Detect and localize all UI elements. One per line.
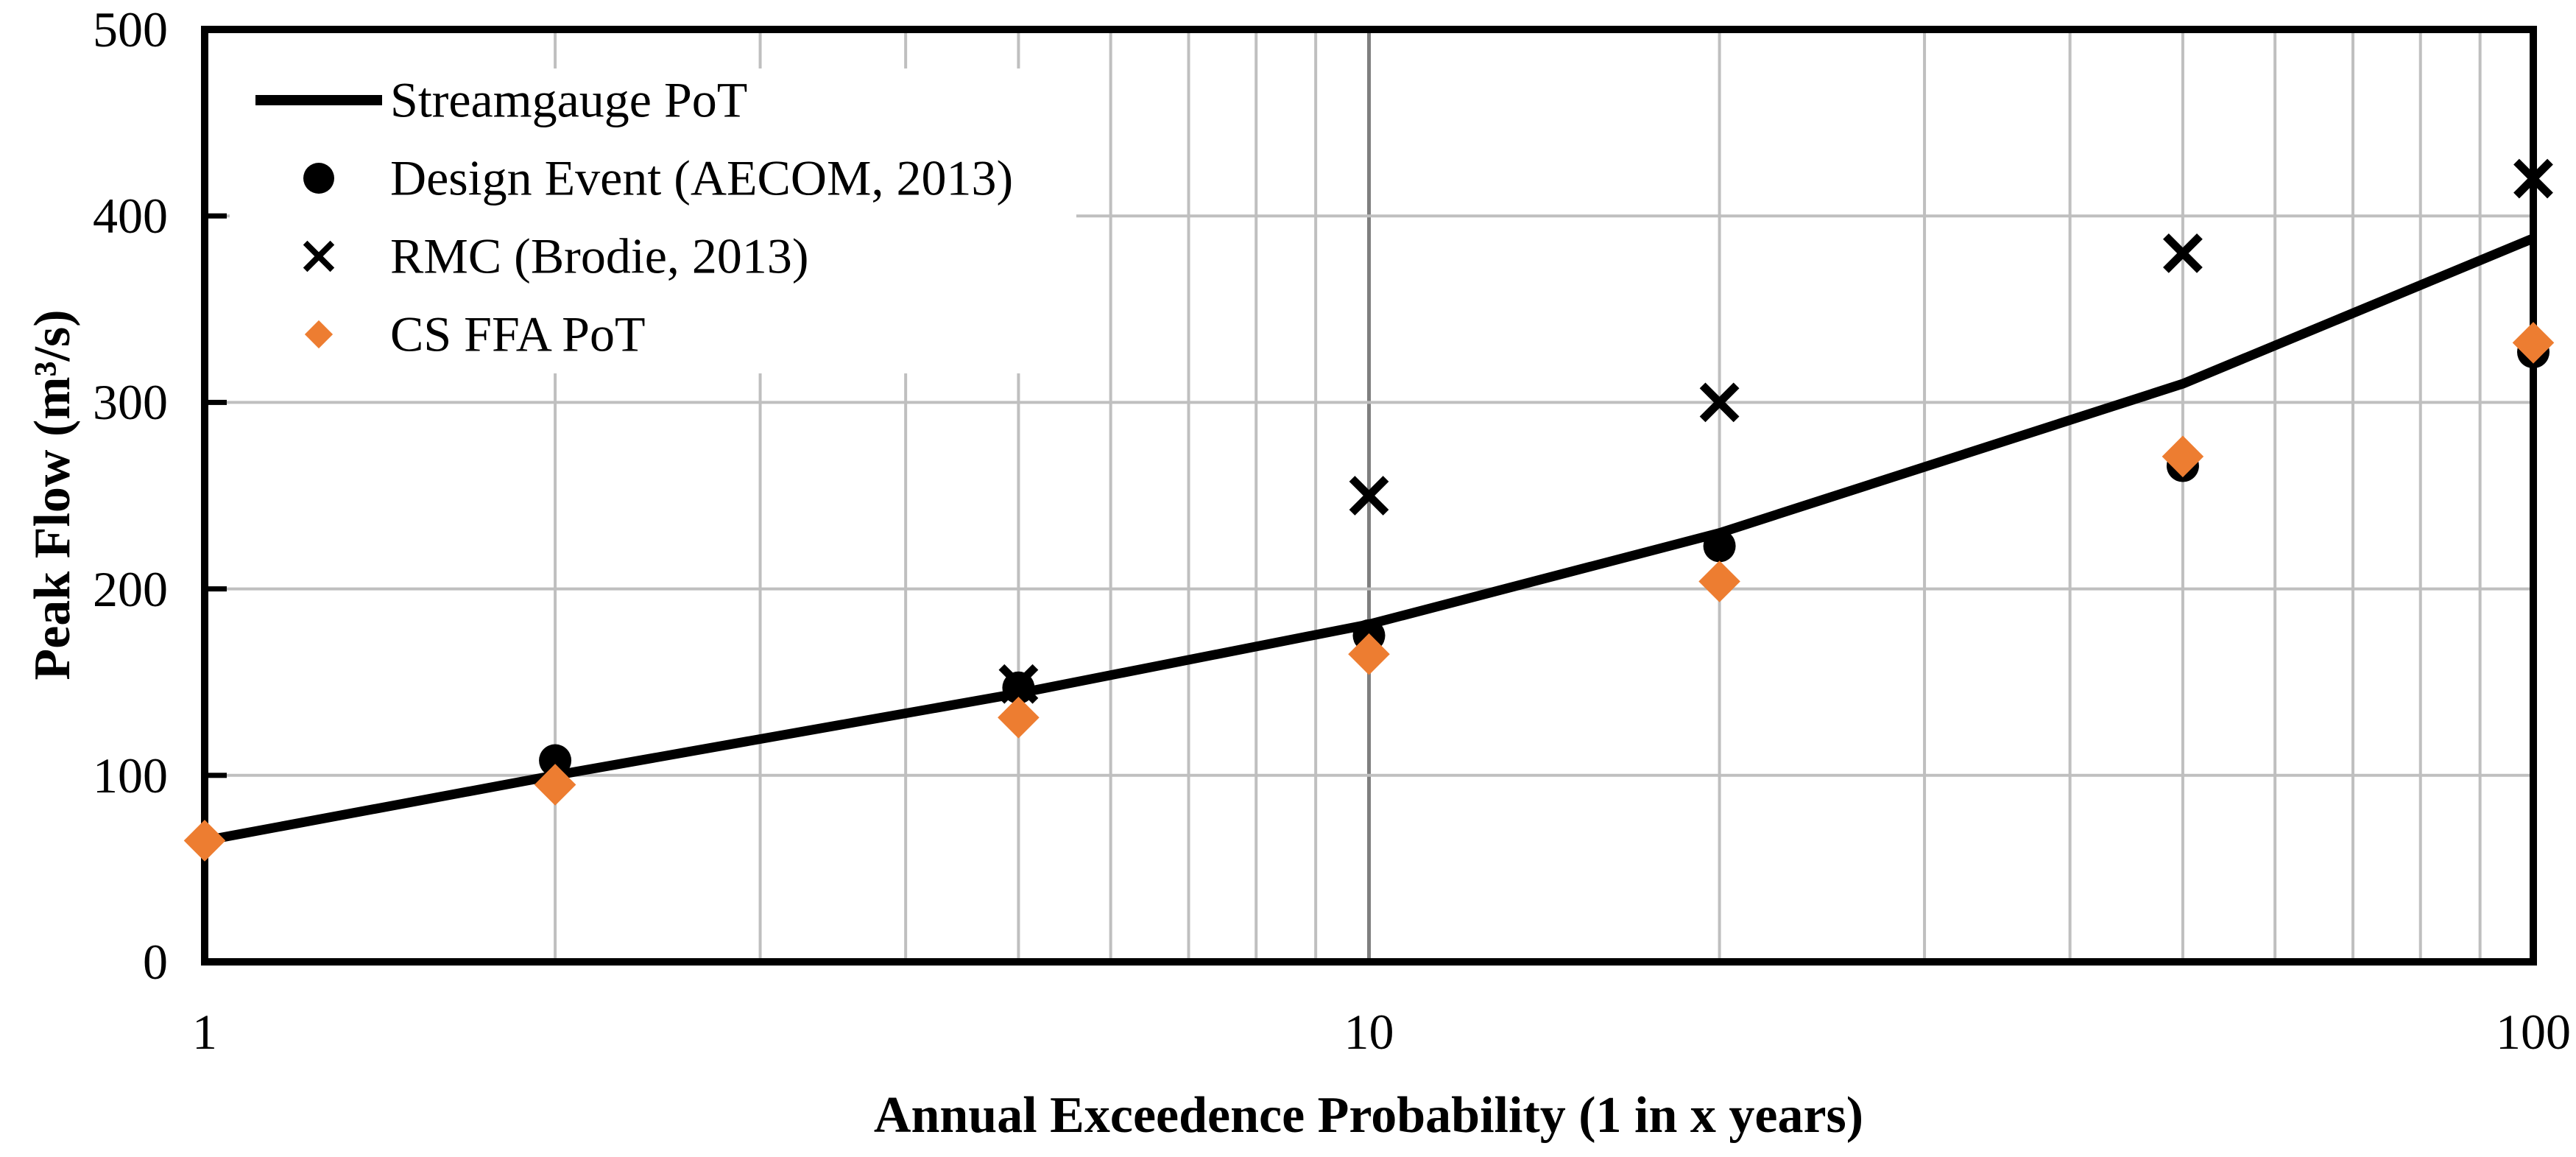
right-spine <box>2530 26 2537 966</box>
diamond-marker <box>2162 435 2204 478</box>
circle-marker <box>539 744 572 777</box>
y-tick-mark <box>205 213 227 219</box>
legend-item-rmc: RMC (Brodie, 2013) <box>230 225 1076 287</box>
y-tick-mark <box>205 773 227 778</box>
left-spine <box>201 26 208 966</box>
diamond-marker <box>2512 322 2555 364</box>
legend-label: Streamgauge PoT <box>390 71 748 128</box>
line-swatch-icon <box>255 95 382 105</box>
diamond-marker <box>183 820 226 862</box>
x-marker <box>1699 382 1740 423</box>
legend-item-streamgauge-pot: Streamgauge PoT <box>230 69 1076 131</box>
x-marker <box>998 664 1039 704</box>
x-marker <box>2513 158 2553 199</box>
legend-item-cs-ffa-pot: CS FFA PoT <box>230 303 1076 365</box>
diamond-marker <box>998 697 1040 739</box>
diamond-marker <box>1348 633 1390 675</box>
top-spine <box>201 26 2537 33</box>
bottom-spine <box>201 958 2537 966</box>
legend-label: RMC (Brodie, 2013) <box>390 228 809 284</box>
x-marker-icon <box>303 240 335 272</box>
y-tick-mark <box>205 399 227 405</box>
x-marker <box>1349 476 1389 516</box>
diamond-marker <box>1698 560 1740 602</box>
x-marker <box>2163 233 2203 273</box>
diamond-marker <box>534 764 576 806</box>
legend: Streamgauge PoT Design Event (AECOM, 201… <box>230 68 1076 373</box>
circle-marker <box>1703 530 1736 563</box>
legend-label: CS FFA PoT <box>390 306 646 362</box>
circle-marker-icon <box>303 163 334 194</box>
diamond-marker-icon <box>304 320 334 349</box>
legend-item-design-event: Design Event (AECOM, 2013) <box>230 147 1076 209</box>
y-tick-mark <box>205 586 227 592</box>
legend-label: Design Event (AECOM, 2013) <box>390 150 1014 206</box>
